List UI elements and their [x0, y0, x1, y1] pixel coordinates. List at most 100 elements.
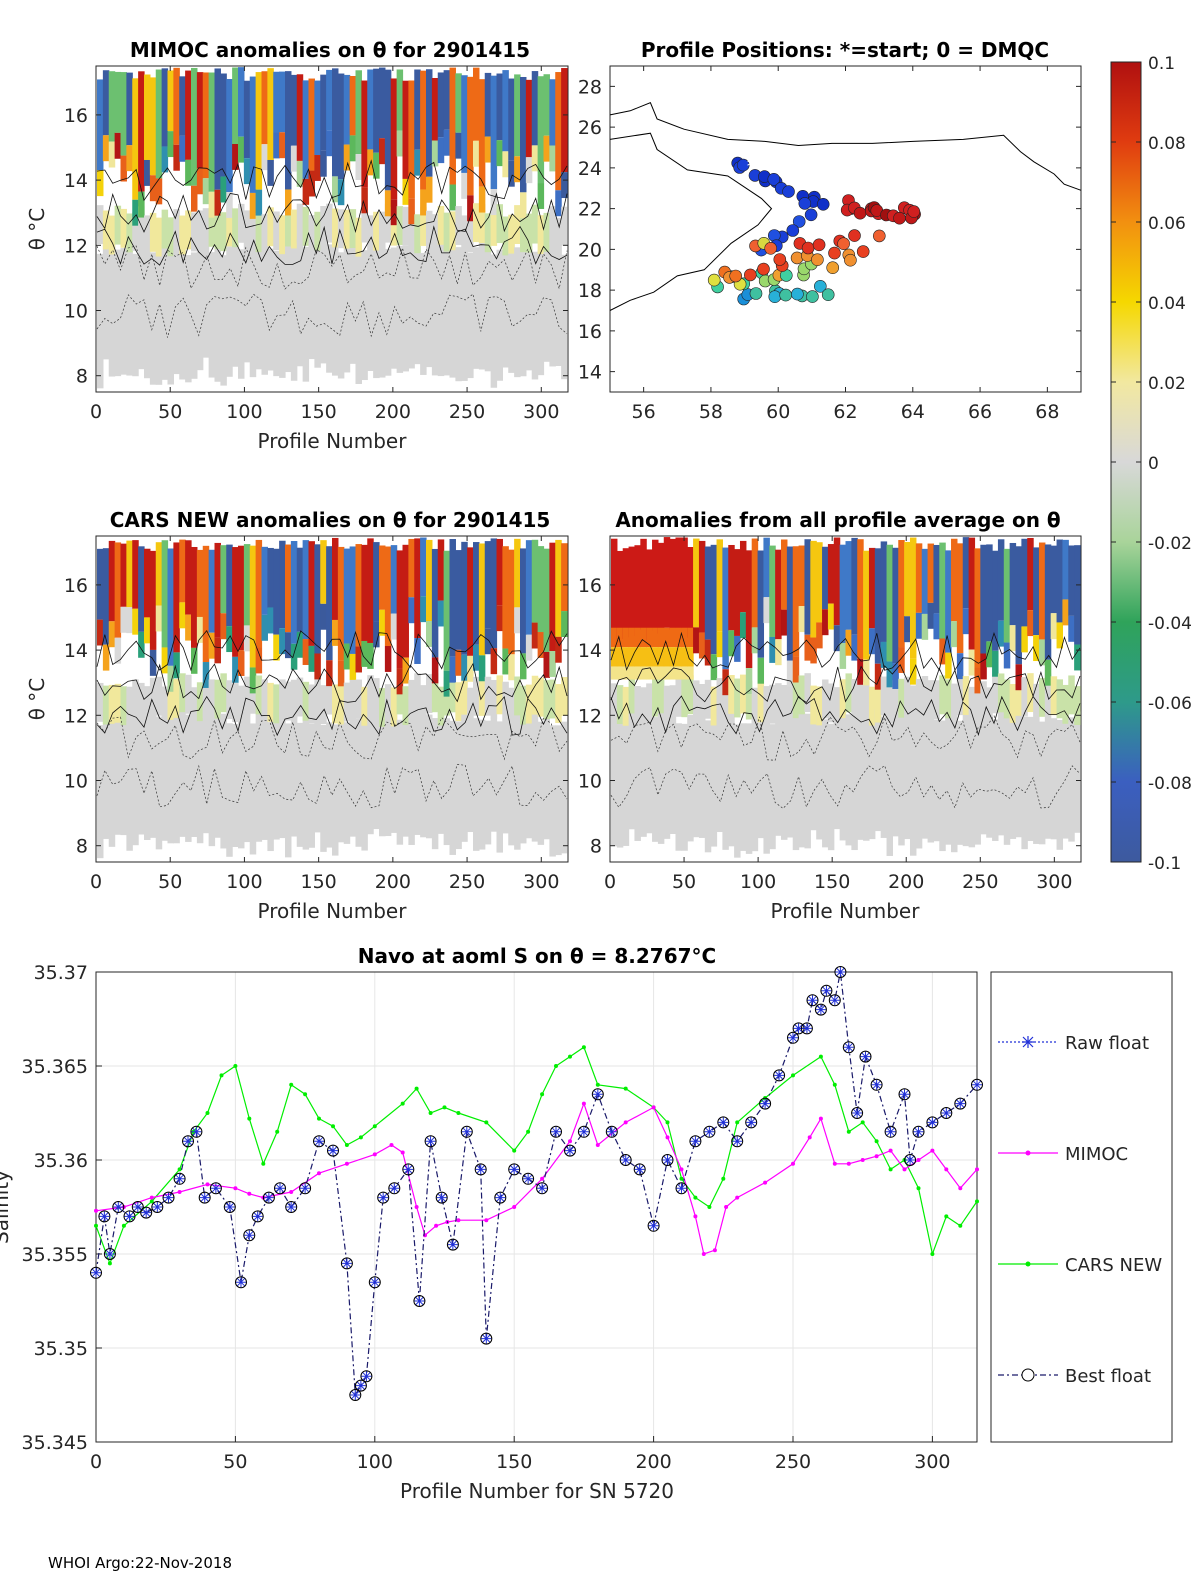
axes-salinity: 0 50 100 150 200 250 300 35.345 35.35 35.355 35.36… — [22, 962, 978, 1473]
heatmap-cell — [290, 643, 298, 670]
heatmap-cell — [138, 631, 145, 658]
heatmap-cell — [827, 723, 835, 851]
heatmap-cell — [478, 186, 486, 213]
heatmap-cell — [757, 683, 765, 723]
mimoc-point — [874, 1154, 879, 1159]
heatmap-cell — [420, 207, 427, 246]
heatmap-cell — [408, 711, 415, 845]
heatmap-cell — [863, 713, 870, 841]
heatmap-cell — [285, 681, 292, 721]
heatmap-cell — [939, 720, 946, 852]
heatmap-cell — [367, 642, 374, 669]
heatmap-cell — [496, 73, 503, 141]
heatmap-cell — [810, 709, 817, 831]
heatmap-cell — [320, 540, 327, 604]
heatmap-cell — [939, 675, 946, 715]
heatmap-cell — [238, 545, 245, 651]
heatmap-cell — [833, 537, 841, 626]
y-tick-label: 12 — [64, 705, 88, 727]
heatmap-cell — [196, 210, 204, 250]
raw-float-point — [361, 1371, 372, 1382]
xlabel-mimoc: Profile Number — [258, 429, 408, 453]
heatmap-cell — [473, 542, 480, 645]
raw-float-point — [634, 1164, 645, 1175]
heatmap-cell — [734, 678, 741, 718]
heatmap-cell — [243, 709, 251, 843]
panel-title-positions: Profile Positions: *=start; 0 = DMQC — [641, 38, 1049, 62]
heatmap-cell — [426, 620, 433, 647]
legend-marker-dot — [1025, 1150, 1031, 1156]
heatmap-cell — [1021, 626, 1028, 653]
heatmap-cell — [816, 686, 823, 726]
heatmap-cell — [628, 647, 636, 667]
raw-float-point — [871, 1079, 882, 1090]
mimoc-point — [247, 1191, 252, 1196]
contour-line — [96, 629, 568, 672]
colorbar-tick-label: -0.08 — [1148, 774, 1192, 794]
raw-float-point — [913, 1126, 924, 1137]
raw-float-point — [704, 1126, 715, 1137]
heatmap-cell — [484, 676, 492, 716]
best-float-point — [299, 1182, 312, 1195]
heatmap-cell — [367, 240, 374, 371]
heatmap-cell — [279, 628, 286, 655]
heatmap-cell — [326, 722, 333, 848]
y-tick-label: 26 — [578, 117, 602, 139]
raw-float-point — [403, 1164, 414, 1175]
heatmap-cell — [97, 170, 104, 197]
heatmap-cell — [155, 69, 163, 179]
heatmap-cell — [361, 187, 368, 214]
heatmap-cell — [414, 69, 421, 150]
heatmap-cell — [226, 626, 233, 653]
x-tick-label: 50 — [672, 871, 696, 893]
heatmap-cell — [226, 544, 233, 627]
heatmap-cell — [537, 677, 545, 717]
y-tick-label: 35.37 — [34, 962, 88, 984]
heatmap-cell — [467, 252, 474, 379]
heatmap-cell — [220, 673, 227, 713]
mimoc-point — [205, 1182, 210, 1187]
raw-float-point — [523, 1173, 534, 1184]
best-float-point — [745, 1116, 758, 1129]
y-tick-label: 16 — [578, 321, 602, 343]
heatmap-cell — [414, 638, 421, 664]
mimoc-point — [860, 1158, 865, 1162]
heatmap-cell — [561, 611, 568, 637]
heatmap-cell — [543, 714, 550, 840]
heatmap-cell — [555, 190, 562, 217]
heatmap-cell — [255, 236, 263, 370]
heatmap-cell — [149, 252, 157, 385]
raw-float-point — [447, 1239, 458, 1250]
cars-new-point — [149, 1199, 154, 1204]
raw-float-point — [475, 1164, 486, 1175]
heatmap-cell — [792, 717, 800, 851]
heatmap-cell — [97, 548, 104, 620]
heatmap-cell — [739, 612, 747, 639]
heatmap-cell — [892, 680, 899, 719]
heatmap-cell — [652, 677, 659, 717]
heatmap-cell — [490, 679, 498, 719]
y-tick-label: 18 — [578, 280, 602, 302]
heatmap-cell — [628, 546, 636, 638]
heatmap-cell — [980, 708, 987, 835]
heatmap-cell — [921, 613, 929, 640]
cars-new-point — [818, 1054, 823, 1059]
cars-new-point — [526, 1129, 531, 1134]
heatmap-cell — [704, 720, 712, 853]
heatmap-cell — [810, 540, 817, 638]
y-tick-label: 14 — [578, 362, 602, 384]
cars-new-point — [554, 1064, 558, 1068]
heatmap-cell — [1027, 610, 1034, 637]
best-float-point — [368, 1276, 381, 1289]
heatmap-cell — [226, 246, 233, 377]
heatmap-cell — [467, 195, 474, 222]
raw-float-point — [152, 1202, 163, 1212]
x-tick-label: 66 — [968, 401, 992, 423]
x-tick-label: 0 — [604, 871, 616, 893]
heatmap-cell — [179, 602, 186, 629]
heatmap-cell — [484, 541, 492, 629]
heatmap-cell — [285, 632, 292, 659]
heatmap-cell — [1015, 546, 1022, 665]
heatmap-cell — [1027, 673, 1034, 713]
heatmap-cell — [191, 714, 198, 838]
